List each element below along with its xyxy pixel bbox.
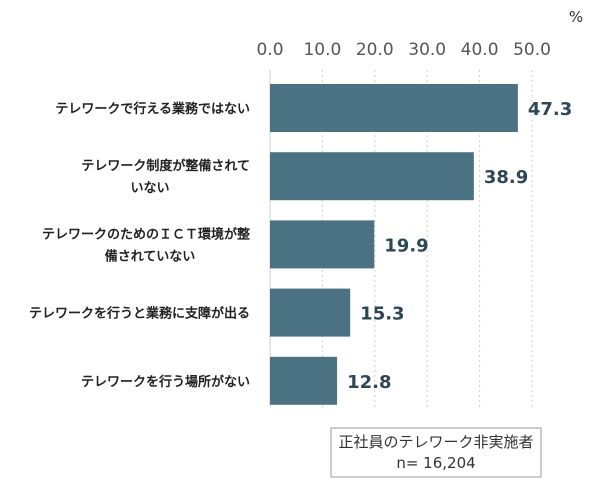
x-tick-label: 40.0: [461, 40, 499, 60]
sample-note-box: [330, 427, 542, 478]
bar: [270, 84, 518, 132]
value-label: 15.3: [360, 304, 404, 325]
category-label: テレワークのためのＩＣＴ環境が整: [42, 226, 251, 242]
unit-label: %: [569, 8, 583, 26]
bar: [270, 220, 375, 269]
bar: [270, 356, 338, 405]
value-label: 38.9: [484, 167, 528, 188]
x-tick-label: 20.0: [356, 40, 394, 60]
x-tick-label: 50.0: [513, 40, 551, 60]
category-label: テレワーク制度が整備されて: [81, 158, 250, 174]
bar: [270, 288, 351, 337]
category-labels: テレワークで行える業務ではないテレワーク制度が整備されていないテレワークのための…: [29, 101, 251, 390]
sample-note-line: 正社員のテレワーク非実施者: [338, 433, 533, 451]
category-label: いない: [130, 181, 169, 196]
value-labels: 47.3 38.9 19.9 15.3 12.8: [347, 99, 572, 393]
x-tick-label: 0.0: [256, 40, 283, 60]
value-label: 19.9: [384, 235, 428, 256]
category-label: 備されていない: [105, 248, 196, 264]
category-label: テレワークで行える業務ではない: [55, 101, 250, 117]
bars: [270, 84, 518, 405]
value-label: 12.8: [347, 372, 391, 393]
category-label: テレワークを行うと業務に支障が出る: [29, 306, 250, 322]
x-tick-label: 10.0: [303, 40, 341, 60]
bar: [270, 152, 474, 201]
x-tick-label: 30.0: [408, 40, 446, 60]
value-label: 47.3: [528, 99, 572, 120]
sample-note: 正社員のテレワーク非実施者 n= 16,204: [330, 427, 542, 478]
x-tick-labels: 0.0 10.0 20.0 30.0 40.0 50.0: [256, 40, 550, 60]
category-label: テレワークを行う場所がない: [81, 374, 250, 390]
sample-note-line: n= 16,204: [396, 454, 475, 472]
